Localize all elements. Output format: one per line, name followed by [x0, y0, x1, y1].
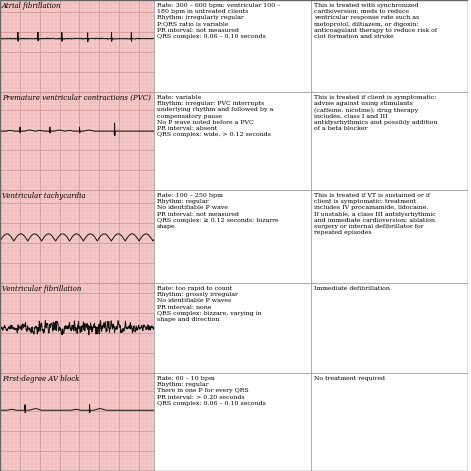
Bar — [0, 0, 154, 92]
Text: This is treated with synchronized
cardioversion; meds to reduce
ventricular resp: This is treated with synchronized cardio… — [314, 3, 437, 39]
Text: No treatment required: No treatment required — [314, 376, 385, 381]
Text: This is treated if VT is sustained or if
client is symptomatic; treatment
includ: This is treated if VT is sustained or if… — [314, 193, 436, 235]
Bar — [0, 283, 154, 373]
Bar — [154, 283, 311, 373]
Text: First-degree AV block: First-degree AV block — [2, 375, 79, 383]
Text: Ventricular fibrillation: Ventricular fibrillation — [2, 285, 81, 293]
Text: Atrial fibrillation: Atrial fibrillation — [2, 2, 62, 10]
Bar — [154, 92, 311, 190]
Text: Immediate defibrillation: Immediate defibrillation — [314, 286, 390, 291]
Bar — [311, 92, 468, 190]
Text: Rate: 60 – 10 bpm
Rhythm: regular
There in one P for every QRS
PR interval: > 0.: Rate: 60 – 10 bpm Rhythm: regular There … — [157, 376, 266, 406]
Bar — [0, 190, 154, 283]
Bar — [154, 373, 311, 471]
Text: Premature ventricular contractions (PVC): Premature ventricular contractions (PVC) — [2, 94, 151, 102]
Text: Rate: too rapid to count
Rhythm: grossly irregular
No identifiable P waves
PR in: Rate: too rapid to count Rhythm: grossly… — [157, 286, 261, 322]
Text: This is treated if client is symptomatic;
advise against using stimulants
(caffe: This is treated if client is symptomatic… — [314, 95, 437, 131]
Bar — [311, 0, 468, 92]
Bar — [154, 0, 311, 92]
Text: Rate: 100 – 250 bpm
Rhythm: regular
No identifiable P wave
PR interval: not meas: Rate: 100 – 250 bpm Rhythm: regular No i… — [157, 193, 278, 229]
Bar — [154, 190, 311, 283]
Text: Rate: variable
Rhythm: irregular; PVC interrupts
underlying rhythm and followed : Rate: variable Rhythm: irregular; PVC in… — [157, 95, 273, 137]
Text: Rate: 300 – 600 bpm; ventricular 100 –
180 bpm in untreated clients
Rhythm: irre: Rate: 300 – 600 bpm; ventricular 100 – 1… — [157, 3, 280, 39]
Bar — [311, 190, 468, 283]
Bar — [0, 373, 154, 471]
Text: Ventricular tachycardia: Ventricular tachycardia — [2, 192, 85, 200]
Bar — [311, 373, 468, 471]
Bar — [0, 92, 154, 190]
Bar — [311, 283, 468, 373]
